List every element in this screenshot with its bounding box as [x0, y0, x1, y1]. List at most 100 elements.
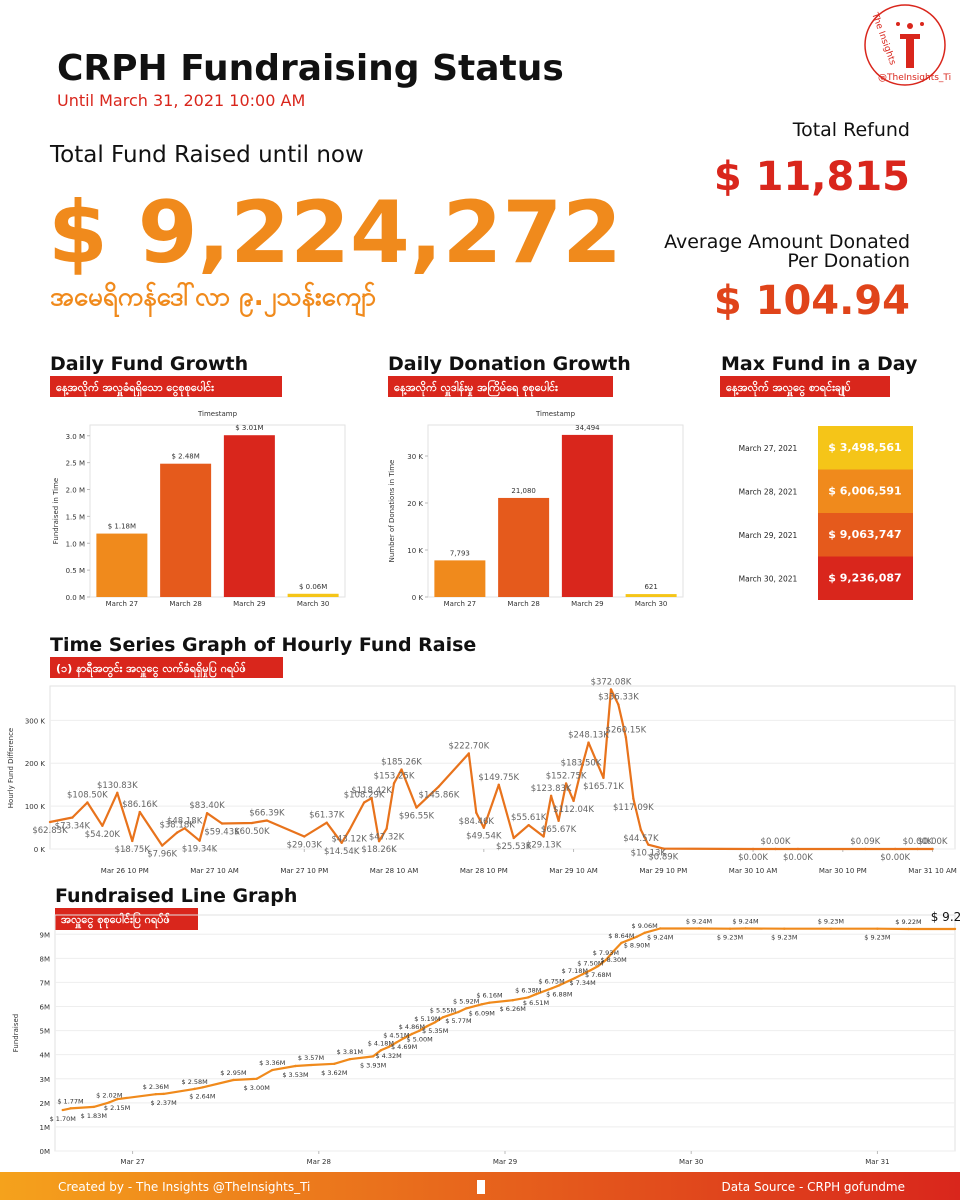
section-subtitle: နေ့အလိုက် လှူဒါန်းမှု အကြိမ်ရေ စုစုပေါင်…	[394, 379, 559, 397]
x-tick-label: Mar 29 10 PM	[639, 867, 687, 875]
tag-box	[55, 908, 198, 930]
bar	[498, 497, 550, 597]
tag-box	[50, 657, 283, 678]
value-label: $ 9.22M	[895, 918, 921, 926]
value-label: $19.34K	[182, 845, 218, 855]
value-label: $60.50K	[234, 827, 270, 837]
point	[205, 812, 209, 815]
value-label: $ 3.62M	[321, 1069, 347, 1077]
logo-dot	[907, 23, 913, 29]
point	[728, 927, 732, 930]
point	[410, 1032, 414, 1036]
value-label: $ 3.53M	[282, 1071, 308, 1079]
value-label: $ 1.70M	[50, 1115, 76, 1123]
row-date: March 30, 2021	[739, 575, 798, 584]
value-label: $ 7.68M	[585, 971, 611, 979]
value-label: $ 5.92M	[453, 997, 479, 1005]
y-tick-label: 3.0 M	[66, 433, 85, 441]
value-label: $86.16K	[122, 800, 158, 810]
x-tick-label: Mar 30	[679, 1158, 703, 1166]
value-label: $ 3.01M	[235, 424, 263, 432]
value-label: $260.15K	[606, 725, 647, 735]
value-label: $112.04K	[553, 805, 594, 815]
value-label: $10.13K	[631, 849, 667, 859]
value-label: $ 2.64M	[189, 1092, 215, 1100]
point	[527, 823, 530, 827]
section-subtitle: (၁) နာရီအတွင်း အလှူငွေ လက်ခံရရှိမှုပြ ဂရ…	[56, 660, 246, 678]
point	[255, 1077, 258, 1080]
tag-box	[388, 376, 613, 397]
value-label: $ 9.24M	[647, 933, 673, 941]
point	[385, 827, 388, 830]
value-label: $ 4.32M	[375, 1052, 401, 1060]
y-tick-label: 7M	[40, 979, 51, 987]
y-tick-label: 2M	[40, 1100, 51, 1108]
y-axis-title: Hourly Fund Difference	[7, 728, 15, 808]
point	[201, 1086, 204, 1089]
value-label: $ 5.35M	[422, 1027, 448, 1035]
average-label: Per Donation	[787, 250, 910, 272]
value-label: $ 2.48M	[171, 453, 199, 461]
value-label: $ 6.16M	[476, 992, 502, 1000]
x-tick-label: Mar 28 10 AM	[370, 867, 419, 875]
y-tick-label: 6M	[40, 1004, 51, 1012]
total-burmese: အမေရိကန်ဒေါ်လာ ၉.၂သန်းကျော်	[50, 281, 376, 318]
value-label: $123.83K	[531, 784, 572, 794]
value-label: $0.00K	[880, 853, 910, 863]
logo-handle: @TheInsights_Ti	[878, 73, 951, 83]
refund-value: $ 11,815	[714, 154, 910, 200]
point	[829, 927, 833, 930]
value-label: $ 3.00M	[244, 1084, 270, 1092]
value-label: $ 7.34M	[569, 979, 595, 987]
point	[433, 1020, 437, 1024]
value-label: $ 4.51M	[383, 1031, 409, 1039]
point	[348, 1058, 352, 1061]
point	[604, 958, 608, 962]
point	[751, 847, 755, 851]
point	[183, 827, 186, 830]
row-date: March 28, 2021	[739, 488, 798, 497]
point	[542, 835, 545, 838]
point	[400, 768, 403, 771]
bar	[96, 533, 148, 597]
point	[953, 927, 957, 931]
point	[418, 1029, 421, 1032]
value-label: $0.09K	[850, 837, 880, 847]
value-label: $ 2.37M	[150, 1099, 176, 1107]
value-label: $ 8.30M	[600, 956, 626, 964]
point	[602, 776, 605, 780]
point	[573, 976, 577, 980]
x-tick-label: Mar 30 10 AM	[729, 867, 778, 875]
point	[370, 797, 373, 800]
value-label: $29.03K	[287, 841, 323, 851]
value-label: $ 9.23M	[864, 934, 890, 942]
value-label: $83.40K	[189, 801, 225, 811]
value-label: $84.46K	[459, 817, 495, 827]
x-tick-label: March 30	[297, 600, 329, 608]
x-tick-label: Mar 31	[865, 1158, 889, 1166]
value-label: $25.53K	[496, 842, 532, 852]
point	[697, 927, 701, 930]
bar	[561, 434, 613, 597]
point	[175, 831, 179, 834]
value-label: $47.32K	[369, 833, 405, 843]
y-axis-title: Fundraised in Time	[52, 478, 60, 544]
tag-box	[720, 376, 890, 397]
y-axis-title: Fundraised	[12, 1014, 20, 1052]
point	[61, 1108, 64, 1112]
value-label: $ 9.22M	[931, 910, 960, 924]
value-label: 621	[644, 583, 657, 591]
section-subtitle: နေ့အလိုက် အလှူခံရရှိသော ငွေစုစုပေါင်း	[56, 380, 215, 397]
point	[457, 1010, 460, 1014]
point	[620, 941, 623, 945]
value-label: $ 2.02M	[96, 1091, 122, 1099]
x-tick-label: Mar 31 10 AM	[908, 867, 957, 875]
value-label: $43.12K	[332, 835, 368, 845]
y-tick-label: 3M	[40, 1076, 51, 1084]
point	[564, 782, 568, 785]
value-label: $0.00K	[903, 837, 933, 847]
point	[475, 811, 478, 814]
page-subtitle: Until March 31, 2021 10:00 AM	[57, 91, 305, 110]
y-tick-label: 8M	[40, 955, 51, 963]
point	[558, 984, 561, 987]
